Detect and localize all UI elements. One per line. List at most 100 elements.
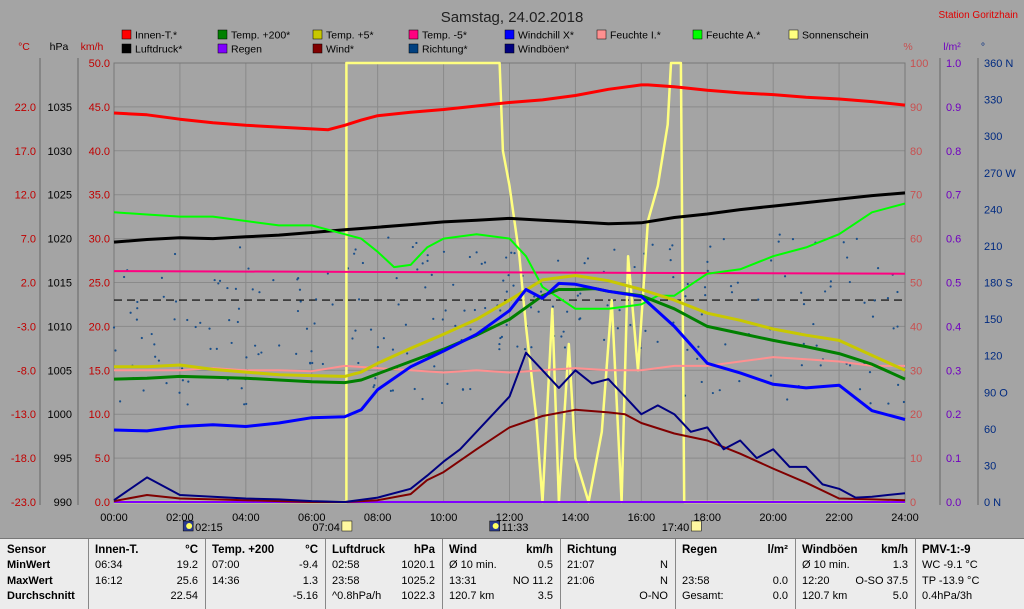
axis-tick: 20.0 <box>89 321 110 333</box>
time-tick: 22:00 <box>825 512 853 524</box>
axis-tick: 50.0 <box>89 58 110 70</box>
axis-tick: 0.1 <box>946 453 961 465</box>
axis-tick: 1035 <box>48 102 72 114</box>
direction-point <box>209 347 212 350</box>
direction-point <box>165 382 168 385</box>
weather-chart: Samstag, 24.02.2018 Station Goritzhain I… <box>11 9 1019 534</box>
direction-point <box>703 286 707 289</box>
stats-value: -9.4 <box>299 559 318 571</box>
direction-point <box>800 291 803 294</box>
direction-point <box>240 387 243 390</box>
direction-point <box>700 380 703 384</box>
stats-cell: 02:58 <box>332 559 360 571</box>
axis-tick: 30 <box>910 365 922 377</box>
stats-cell: ^0.8hPa/h <box>332 590 382 602</box>
sunrise-icon <box>341 520 353 532</box>
direction-point <box>897 383 900 386</box>
direction-point <box>404 323 407 326</box>
axis-tick: 2.0 <box>21 278 36 290</box>
axis-tick: 10 <box>910 453 922 465</box>
direction-point <box>208 327 211 330</box>
direction-point <box>722 238 725 241</box>
series-line <box>113 351 906 503</box>
stats-value: 3.5 <box>537 590 553 602</box>
direction-point <box>578 318 581 321</box>
stats-cell: 120.7 km <box>449 590 495 602</box>
direction-point <box>391 348 395 351</box>
axis-tick: 7.0 <box>21 234 36 246</box>
direction-point <box>178 391 181 394</box>
time-tick: 16:00 <box>628 512 656 524</box>
sun-marker-time: 11:33 <box>502 522 529 534</box>
time-tick: 08:00 <box>364 512 392 524</box>
direction-point <box>855 237 858 240</box>
direction-point <box>354 248 357 251</box>
direction-point <box>718 389 721 392</box>
direction-point <box>369 328 373 331</box>
stats-value: 19.2 <box>176 559 198 571</box>
stats-cell: TP -13.9 °C <box>922 574 980 587</box>
direction-point <box>426 254 429 257</box>
direction-point <box>373 384 376 387</box>
series-line <box>113 83 906 132</box>
axis-tick: 150 <box>984 314 1002 326</box>
stats-unit: hPa <box>413 544 435 556</box>
axis-tick: 0.0 <box>95 497 110 509</box>
direction-point <box>868 371 872 374</box>
direction-point <box>730 291 734 294</box>
axis-tick: 25.0 <box>89 278 110 290</box>
time-tick: 06:00 <box>298 512 326 524</box>
direction-point <box>416 268 419 271</box>
direction-point <box>326 272 329 275</box>
legend-swatch <box>504 43 515 54</box>
axis-tick: 0 <box>910 497 916 509</box>
stats-cell: 23:58 <box>682 574 710 587</box>
direction-point <box>354 329 357 332</box>
direction-point <box>468 255 471 259</box>
direction-point <box>633 265 636 269</box>
direction-point <box>887 402 890 405</box>
direction-point <box>441 318 444 321</box>
direction-point <box>299 300 302 303</box>
axis-tick: 1000 <box>48 409 72 421</box>
direction-point <box>483 261 487 264</box>
direction-point <box>706 269 709 272</box>
direction-point <box>603 338 606 341</box>
stats-value: 0.0 <box>772 574 788 587</box>
stats-cell: WC -9.1 °C <box>922 559 978 571</box>
direction-point <box>440 401 444 405</box>
legend-label: Windchill X* <box>518 30 574 42</box>
legend-swatch <box>504 29 515 40</box>
direction-point <box>254 344 257 347</box>
axis-tick: -13.0 <box>11 409 36 421</box>
direction-point <box>738 380 741 383</box>
direction-point <box>706 260 709 263</box>
station-name: Station Goritzhain <box>939 10 1019 21</box>
axis-tick: 40.0 <box>89 146 110 158</box>
direction-point <box>736 281 739 284</box>
direction-point <box>499 336 502 340</box>
direction-point <box>786 398 789 401</box>
direction-point <box>237 307 241 310</box>
legend-swatch <box>312 43 323 54</box>
axis-tick: 90 <box>910 102 922 114</box>
stats-header: Regen <box>682 544 718 556</box>
direction-point <box>397 303 400 306</box>
stats-value: 1022.3 <box>401 590 435 602</box>
series-line <box>113 281 906 433</box>
direction-point <box>430 273 433 276</box>
direction-point <box>387 236 390 239</box>
direction-point <box>174 300 178 303</box>
axis-tick: 0.5 <box>946 278 961 290</box>
direction-point <box>729 285 733 288</box>
direction-point <box>656 340 659 343</box>
legend-swatch <box>217 43 228 54</box>
direction-point <box>413 387 416 391</box>
axis-tick: 1005 <box>48 365 72 377</box>
direction-point <box>411 245 414 249</box>
direction-point <box>579 292 582 295</box>
direction-point <box>848 280 851 284</box>
direction-point <box>112 326 116 329</box>
time-tick: 20:00 <box>759 512 787 524</box>
stats-value: 1020.1 <box>401 559 435 571</box>
